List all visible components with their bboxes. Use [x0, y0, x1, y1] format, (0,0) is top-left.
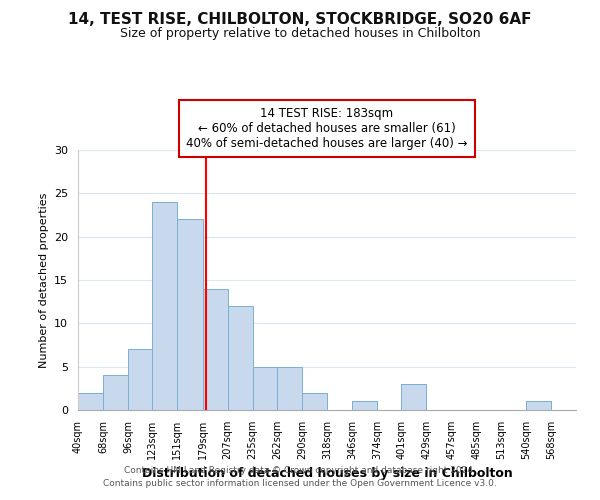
- Bar: [152, 202, 178, 410]
- Y-axis label: Number of detached properties: Number of detached properties: [38, 192, 49, 368]
- Bar: [227, 306, 253, 410]
- Bar: [277, 366, 302, 410]
- X-axis label: Distribution of detached houses by size in Chilbolton: Distribution of detached houses by size …: [142, 468, 512, 480]
- Text: Size of property relative to detached houses in Chilbolton: Size of property relative to detached ho…: [119, 28, 481, 40]
- Bar: [526, 402, 551, 410]
- Bar: [78, 392, 103, 410]
- Text: Contains HM Land Registry data © Crown copyright and database right 2024.
Contai: Contains HM Land Registry data © Crown c…: [103, 466, 497, 487]
- Text: 14, TEST RISE, CHILBOLTON, STOCKBRIDGE, SO20 6AF: 14, TEST RISE, CHILBOLTON, STOCKBRIDGE, …: [68, 12, 532, 28]
- Bar: [103, 376, 128, 410]
- Bar: [128, 350, 152, 410]
- Bar: [352, 402, 377, 410]
- Bar: [253, 366, 277, 410]
- Bar: [203, 288, 227, 410]
- Bar: [401, 384, 427, 410]
- Text: 14 TEST RISE: 183sqm
← 60% of detached houses are smaller (61)
40% of semi-detac: 14 TEST RISE: 183sqm ← 60% of detached h…: [186, 107, 468, 150]
- Bar: [178, 220, 203, 410]
- Bar: [302, 392, 327, 410]
